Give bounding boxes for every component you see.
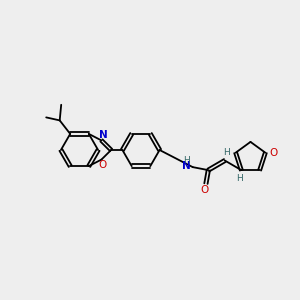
Text: O: O [200,184,208,195]
Text: H: H [183,156,190,165]
Text: H: H [236,174,243,183]
Text: N: N [99,130,107,140]
Text: O: O [99,160,107,170]
Text: N: N [182,160,191,171]
Text: H: H [223,148,230,157]
Text: O: O [269,148,277,158]
